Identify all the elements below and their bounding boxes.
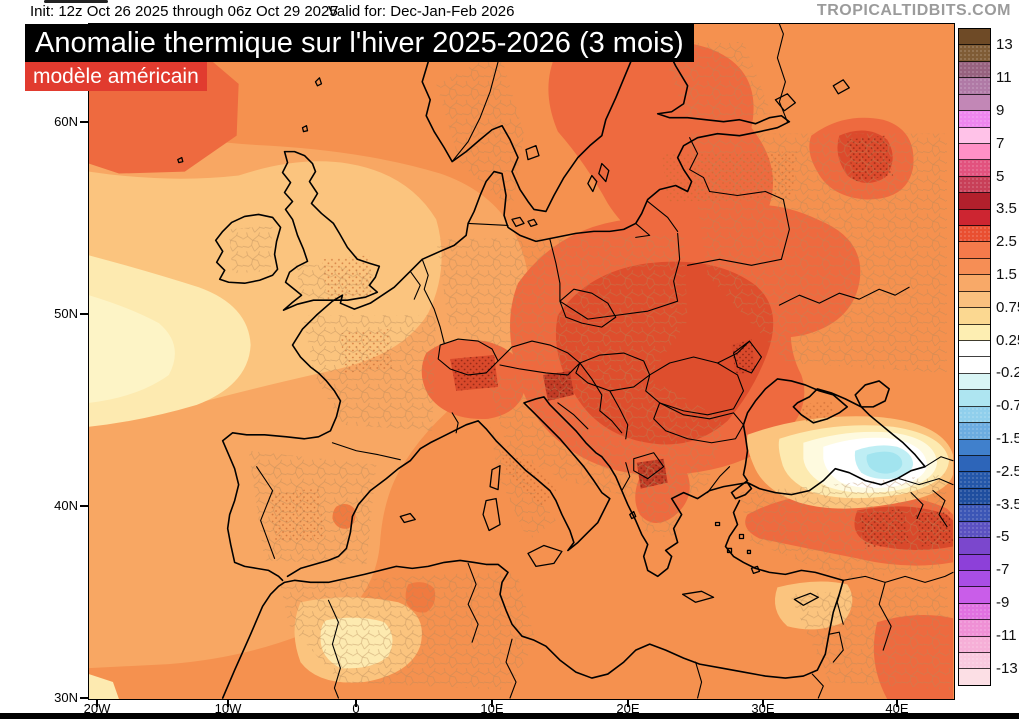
colorbar-cell bbox=[959, 176, 990, 194]
latitude-label: 30N bbox=[54, 690, 78, 705]
latitude-tick bbox=[80, 697, 88, 699]
latitude-tick bbox=[80, 313, 88, 315]
tropicaltidbits-brand: TROPICALTIDBITS.COM bbox=[816, 2, 1011, 19]
colorbar-tick-label: 0.75 bbox=[996, 298, 1019, 316]
colorbar-cell bbox=[959, 488, 990, 506]
longitude-tick bbox=[896, 700, 898, 707]
colorbar-cell bbox=[959, 45, 990, 62]
colorbar-cell bbox=[959, 472, 990, 489]
colorbar-tick-label: 11 bbox=[996, 69, 1012, 87]
colorbar-tick-label: -13 bbox=[996, 659, 1018, 677]
longitude-label: 20W bbox=[83, 701, 111, 716]
longitude-tick bbox=[96, 700, 98, 707]
colorbar-cell bbox=[959, 357, 990, 374]
colorbar-cell bbox=[959, 143, 990, 161]
latitude-label: 50N bbox=[54, 306, 78, 321]
colorbar-cell bbox=[959, 242, 990, 259]
longitude-tick bbox=[227, 700, 229, 707]
latitude-label: 60N bbox=[54, 114, 78, 129]
colorbar-tick-label: -3.5 bbox=[996, 495, 1019, 513]
colorbar-cell bbox=[959, 308, 990, 325]
colorbar-tick-label: -11 bbox=[996, 626, 1017, 644]
colorbar-tick-label: 13 bbox=[996, 36, 1013, 54]
colorbar-cell bbox=[959, 587, 990, 604]
latitude-label: 40N bbox=[54, 498, 78, 513]
colorbar-tick-label: -1.5 bbox=[996, 430, 1019, 447]
longitude-tick bbox=[627, 700, 629, 707]
colorbar-cell bbox=[959, 636, 990, 654]
colorbar-tick-label: -0.75 bbox=[996, 397, 1019, 415]
colorbar-tick-label: 1.5 bbox=[996, 266, 1017, 283]
top-info-bar: Init: 12z Oct 26 2025 through 06z Oct 29… bbox=[0, 0, 1019, 23]
coastlines bbox=[177, 25, 926, 699]
colorbar-cell bbox=[959, 570, 990, 588]
colorbar-tick-label: 9 bbox=[996, 102, 1005, 119]
longitude-tick bbox=[762, 700, 764, 707]
colorbar-cell bbox=[959, 275, 990, 292]
colorbar-cell bbox=[959, 521, 990, 539]
colorbar-cell bbox=[959, 193, 990, 210]
colorbar-tick-label: 5 bbox=[996, 167, 1005, 185]
map-title: Anomalie thermique sur l'hiver 2025-2026… bbox=[25, 24, 694, 62]
colorbar-cell bbox=[959, 29, 990, 46]
colorbar-cell bbox=[959, 554, 990, 571]
longitude-label: 10E bbox=[480, 701, 504, 716]
longitude-label: 0 bbox=[352, 701, 360, 716]
colorbar-tick-label: 3.5 bbox=[996, 200, 1017, 218]
init-time-text: Init: 12z Oct 26 2025 through 06z Oct 29… bbox=[30, 3, 338, 20]
colorbar-labels: 13 11 9 7 5 3.5 2.5 1.5 0.75 0.25 -0.25 -0.75 -1.5 -2… bbox=[996, 28, 1019, 686]
colorbar-tick-label: -0.25 bbox=[996, 364, 1019, 382]
colorbar-tick-label: -9 bbox=[996, 594, 1010, 611]
colorbar-cell bbox=[959, 209, 990, 227]
colorbar-cell bbox=[959, 258, 990, 276]
colorbar-cell bbox=[959, 324, 990, 342]
colorbar-cell bbox=[959, 423, 990, 440]
colorbar-cell bbox=[959, 439, 990, 456]
longitude-tick bbox=[355, 700, 357, 707]
colorbar-cell bbox=[959, 341, 990, 358]
longitude-label: 40E bbox=[885, 701, 909, 716]
colorbar-cell bbox=[959, 111, 990, 128]
europe-anomaly-map bbox=[89, 24, 954, 699]
colorbar-cell bbox=[959, 373, 990, 391]
colorbar-cell bbox=[959, 406, 990, 424]
colorbar-cell bbox=[959, 620, 990, 637]
longitude-label: 20E bbox=[616, 701, 640, 716]
colorbar-cell bbox=[959, 653, 990, 670]
colorbar-tick-label: 0.25 bbox=[996, 331, 1019, 349]
longitude-label: 10W bbox=[214, 701, 242, 716]
colorbar-cell bbox=[959, 538, 990, 555]
colorbar-cell bbox=[959, 160, 990, 177]
colorbar-cell bbox=[959, 226, 990, 243]
map-frame bbox=[88, 23, 955, 700]
longitude-label: 30E bbox=[751, 701, 775, 716]
colorbar-tick-label: -7 bbox=[996, 561, 1010, 579]
map-subtitle: modèle américain bbox=[25, 62, 207, 91]
colorbar-cell bbox=[959, 61, 990, 79]
bottom-bar bbox=[0, 713, 1019, 719]
latitude-tick bbox=[80, 505, 88, 507]
colorbar-cell bbox=[959, 291, 990, 309]
colorbar-cell bbox=[959, 603, 990, 621]
colorbar-tick-label: -5 bbox=[996, 528, 1010, 546]
valid-time-text: Valid for: Dec-Jan-Feb 2026 bbox=[328, 3, 515, 20]
colorbar-cell bbox=[959, 390, 990, 407]
latitude-tick bbox=[80, 121, 88, 123]
colorbar-cell bbox=[959, 78, 990, 95]
longitude-tick bbox=[491, 700, 493, 707]
colorbar-cell bbox=[959, 455, 990, 473]
colorbar-cell bbox=[959, 505, 990, 522]
colorbar-cell bbox=[959, 94, 990, 112]
colorbar-tick-label: 7 bbox=[996, 134, 1005, 152]
colorbar-tick-label: -2.5 bbox=[996, 462, 1019, 480]
colorbar-tick-label: 2.5 bbox=[996, 233, 1017, 251]
colorbar bbox=[958, 28, 991, 686]
cropped-logo-artifact bbox=[44, 0, 108, 3]
colorbar-cell bbox=[959, 669, 990, 685]
country-borders bbox=[256, 24, 954, 699]
colorbar-cell bbox=[959, 127, 990, 144]
